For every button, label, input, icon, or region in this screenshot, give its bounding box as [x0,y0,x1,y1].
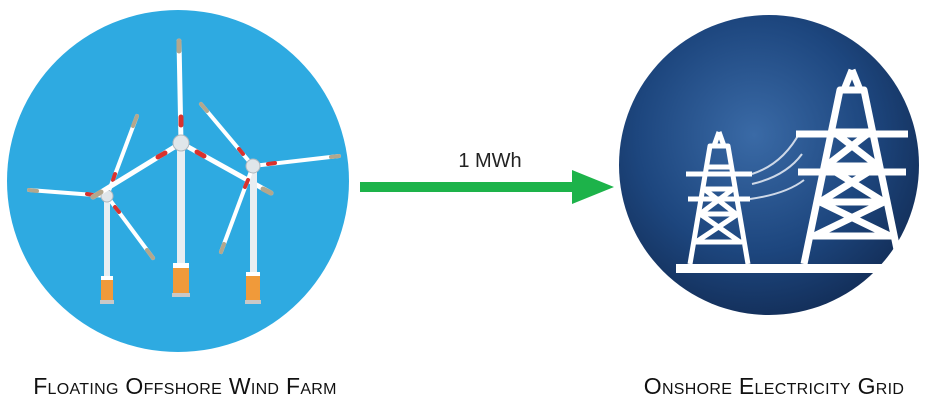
large-tower [796,68,908,265]
turbine-right [199,102,341,304]
electricity-grid-caption: Onshore Electricity Grid [643,373,905,399]
transmission-towers-icon [619,15,919,315]
flow-arrow [360,170,614,204]
small-tower [686,131,752,265]
wind-farm-node [5,8,351,354]
electricity-grid-node [618,14,920,316]
wind-farm-caption: Floating Offshore Wind Farm [33,373,337,399]
wind-turbines-icon [7,10,349,352]
flow-label: 1 MWh [458,150,522,172]
